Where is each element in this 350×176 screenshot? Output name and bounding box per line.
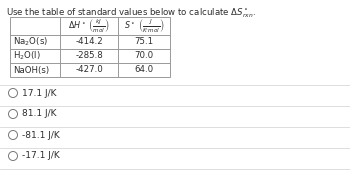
Circle shape <box>8 152 18 161</box>
Text: -17.1 J/K: -17.1 J/K <box>21 152 59 161</box>
Text: NaOH(s): NaOH(s) <box>13 65 49 74</box>
Text: -414.2: -414.2 <box>75 37 103 46</box>
Text: Use the table of standard values below to calculate $\Delta S^\circ_{rxn}$.: Use the table of standard values below t… <box>6 7 256 20</box>
Text: $S^\circ$ $\left(\frac{J}{K{\cdot}mol}\right)$: $S^\circ$ $\left(\frac{J}{K{\cdot}mol}\r… <box>124 17 164 35</box>
Circle shape <box>8 89 18 98</box>
Bar <box>10 17 170 77</box>
Text: -285.8: -285.8 <box>75 52 103 61</box>
Text: Na$_2$O(s): Na$_2$O(s) <box>13 36 48 48</box>
Circle shape <box>8 109 18 118</box>
Text: 70.0: 70.0 <box>134 52 154 61</box>
Text: -81.1 J/K: -81.1 J/K <box>21 130 59 140</box>
Text: 64.0: 64.0 <box>134 65 154 74</box>
Circle shape <box>8 130 18 140</box>
Text: 81.1 J/K: 81.1 J/K <box>21 109 56 118</box>
Text: H$_2$O(l): H$_2$O(l) <box>13 50 41 62</box>
Text: -427.0: -427.0 <box>75 65 103 74</box>
Text: 17.1 J/K: 17.1 J/K <box>21 89 56 98</box>
Text: 75.1: 75.1 <box>134 37 154 46</box>
Text: $\Delta H^\circ$ $\left(\frac{kJ}{mol}\right)$: $\Delta H^\circ$ $\left(\frac{kJ}{mol}\r… <box>68 17 110 35</box>
